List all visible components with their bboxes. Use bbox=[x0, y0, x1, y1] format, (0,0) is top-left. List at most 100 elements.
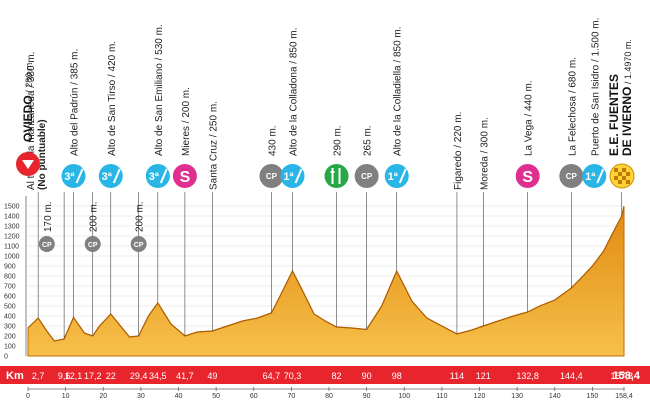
y-tick-label: 900 bbox=[4, 264, 16, 271]
waypoint-label-name: DE IVIERNO bbox=[620, 87, 634, 156]
waypoint-label: DE IVIERNO / 1.4970 m. bbox=[620, 39, 634, 156]
finish-flag-square bbox=[618, 172, 622, 176]
finish-flag-square bbox=[622, 176, 626, 180]
waypoint-label: Santa Cruz / 250 m. bbox=[208, 101, 219, 190]
climb-category-label: 1ª bbox=[388, 171, 399, 183]
km-marker-label: 12,1 bbox=[65, 371, 83, 381]
finish-flag-square bbox=[622, 168, 626, 172]
waypoint-label: 290 m. bbox=[333, 125, 344, 156]
y-tick-label: 500 bbox=[4, 304, 16, 311]
x-axis-tick-label: 100 bbox=[398, 393, 410, 400]
profile-area bbox=[27, 206, 625, 357]
climb-arrow-icon bbox=[112, 168, 121, 184]
km-bar-background bbox=[0, 366, 650, 384]
cutlery-icon bbox=[330, 168, 341, 184]
waypoint-label: Alto del Padrún / 385 m. bbox=[70, 49, 81, 156]
climb-category-icon bbox=[98, 164, 123, 188]
waypoint-icons: 3ª 3ª 3ª S CP 1ª CP 1ª S CP 1ª bbox=[16, 152, 635, 189]
km-bar: Km 2,7 9,612,1 17,2 22 29,4 34,5 41,7 49 64,7 70,3… bbox=[0, 366, 650, 384]
x-axis-tick-label: 158,4 bbox=[615, 393, 633, 400]
waypoint-label: Alto de la Colladiella / 850 m. bbox=[393, 26, 404, 156]
km-marker-label: 90 bbox=[362, 371, 372, 381]
drop-lines bbox=[37, 192, 623, 339]
km-marker-label: 22 bbox=[106, 371, 116, 381]
x-axis-tick-label: 120 bbox=[474, 393, 486, 400]
waypoint-label: Alto de la Colladona / 850 m. bbox=[289, 28, 300, 156]
x-axis-tick-label: 30 bbox=[137, 393, 145, 400]
y-tick-label: 1400 bbox=[4, 214, 20, 221]
y-tick-label: 1500 bbox=[4, 204, 20, 211]
x-axis-tick-label: 20 bbox=[99, 393, 107, 400]
x-axis-tick-label: 10 bbox=[62, 393, 70, 400]
sprint-icon bbox=[515, 164, 540, 188]
km-marker-label: 49 bbox=[207, 371, 217, 381]
km-marker-label: 82 bbox=[332, 371, 342, 381]
waypoint-label: E.E. FUENTES bbox=[607, 74, 621, 156]
climb-arrow-icon bbox=[75, 168, 84, 184]
y-axis-ticks: 0 100 200 300 400 500 600 700 800 900 1000 1100 1200… bbox=[4, 196, 27, 361]
waypoint-label: La Vega / 440 m. bbox=[524, 80, 535, 156]
sprint-icon bbox=[172, 164, 197, 188]
waypoint-label: Alto de San Emiliano / 530 m. bbox=[154, 24, 165, 156]
checkpoint-label: CP bbox=[42, 242, 52, 249]
finish-flag-square bbox=[618, 180, 622, 184]
inline-checkpoints: 170 m. CP 200 m. CP 200 m. CP bbox=[38, 201, 147, 252]
waypoint-label: 265 m. bbox=[363, 125, 374, 156]
km-marker-label: 2,7 bbox=[32, 371, 45, 381]
climb-category-icon bbox=[280, 164, 305, 188]
waypoint-label: Moreda / 300 m. bbox=[479, 117, 490, 190]
x-axis-tick-label: 90 bbox=[363, 393, 371, 400]
y-tick-label: 1300 bbox=[4, 224, 20, 231]
x-axis-tick-label: 50 bbox=[212, 393, 220, 400]
x-axis-tick-label: 130 bbox=[511, 393, 523, 400]
climb-arrow-icon bbox=[294, 168, 303, 184]
checkpoint-label: CP bbox=[361, 172, 373, 181]
finish-flag-icon bbox=[609, 163, 635, 189]
finish-flag-square bbox=[626, 172, 630, 176]
y-tick-label: 800 bbox=[4, 274, 16, 281]
waypoint-label-name: OVIEDO bbox=[21, 95, 35, 142]
checkpoint-icon bbox=[130, 236, 147, 252]
x-axis-tick-label: 60 bbox=[250, 393, 258, 400]
climb-category-icon bbox=[61, 164, 86, 188]
y-tick-label: 200 bbox=[4, 334, 16, 341]
y-tick-label: 700 bbox=[4, 284, 16, 291]
checkpoint-icon bbox=[84, 236, 101, 252]
km-marker-label: 17,2 bbox=[84, 371, 102, 381]
climb-category-label: 3ª bbox=[64, 171, 75, 183]
km-marker-label: 114 bbox=[450, 371, 464, 381]
climb-category-icon bbox=[384, 164, 409, 188]
waypoint-label: La Felechosa / 680 m. bbox=[567, 57, 578, 156]
y-tick-label: 1200 bbox=[4, 234, 20, 241]
finish-flag-square bbox=[626, 180, 630, 184]
sprint-label: S bbox=[522, 169, 533, 186]
km-marker-label: 98 bbox=[392, 371, 402, 381]
km-marker-label: 132,8 bbox=[516, 371, 539, 381]
x-axis-tick-label: 70 bbox=[287, 393, 295, 400]
chart-grid bbox=[28, 205, 624, 357]
y-tick-label: 1100 bbox=[4, 244, 19, 251]
x-axis-tick-label: 110 bbox=[436, 393, 447, 400]
finish-flag-square bbox=[614, 176, 618, 180]
x-axis: 0 10 20 30 40 50 60 70 80 90 100 110 120 130 140 150 158… bbox=[26, 387, 633, 400]
sprint-label: S bbox=[180, 169, 191, 186]
km-marker-label: 70,3 bbox=[284, 371, 302, 381]
start-arrow-icon bbox=[22, 160, 34, 169]
inline-checkpoint-altitude: 170 m. bbox=[43, 201, 54, 232]
x-axis-tick-label: 140 bbox=[549, 393, 561, 400]
waypoint-label: 430 m. bbox=[267, 125, 278, 156]
y-tick-label: 300 bbox=[4, 324, 16, 331]
climb-arrow-icon bbox=[159, 168, 168, 184]
waypoint-label: Alto de San Tirso / 420 m. bbox=[107, 41, 118, 156]
climb-category-label: 3ª bbox=[102, 171, 113, 183]
km-marker-label: 157,8 bbox=[610, 371, 633, 381]
waypoint-label: Al to de la manzaneda / 380 m. bbox=[26, 52, 37, 190]
y-tick-label: 600 bbox=[4, 294, 16, 301]
waypoint-label-note: (No puntuable) bbox=[37, 119, 48, 190]
waypoint-label: Puerto de San Isidro / 1.500 m. bbox=[590, 18, 601, 156]
checkpoint-label: CP bbox=[88, 242, 98, 249]
checkpoint-icon bbox=[559, 164, 584, 188]
checkpoint-label: CP bbox=[134, 242, 144, 249]
y-tick-label: 1000 bbox=[4, 254, 20, 261]
